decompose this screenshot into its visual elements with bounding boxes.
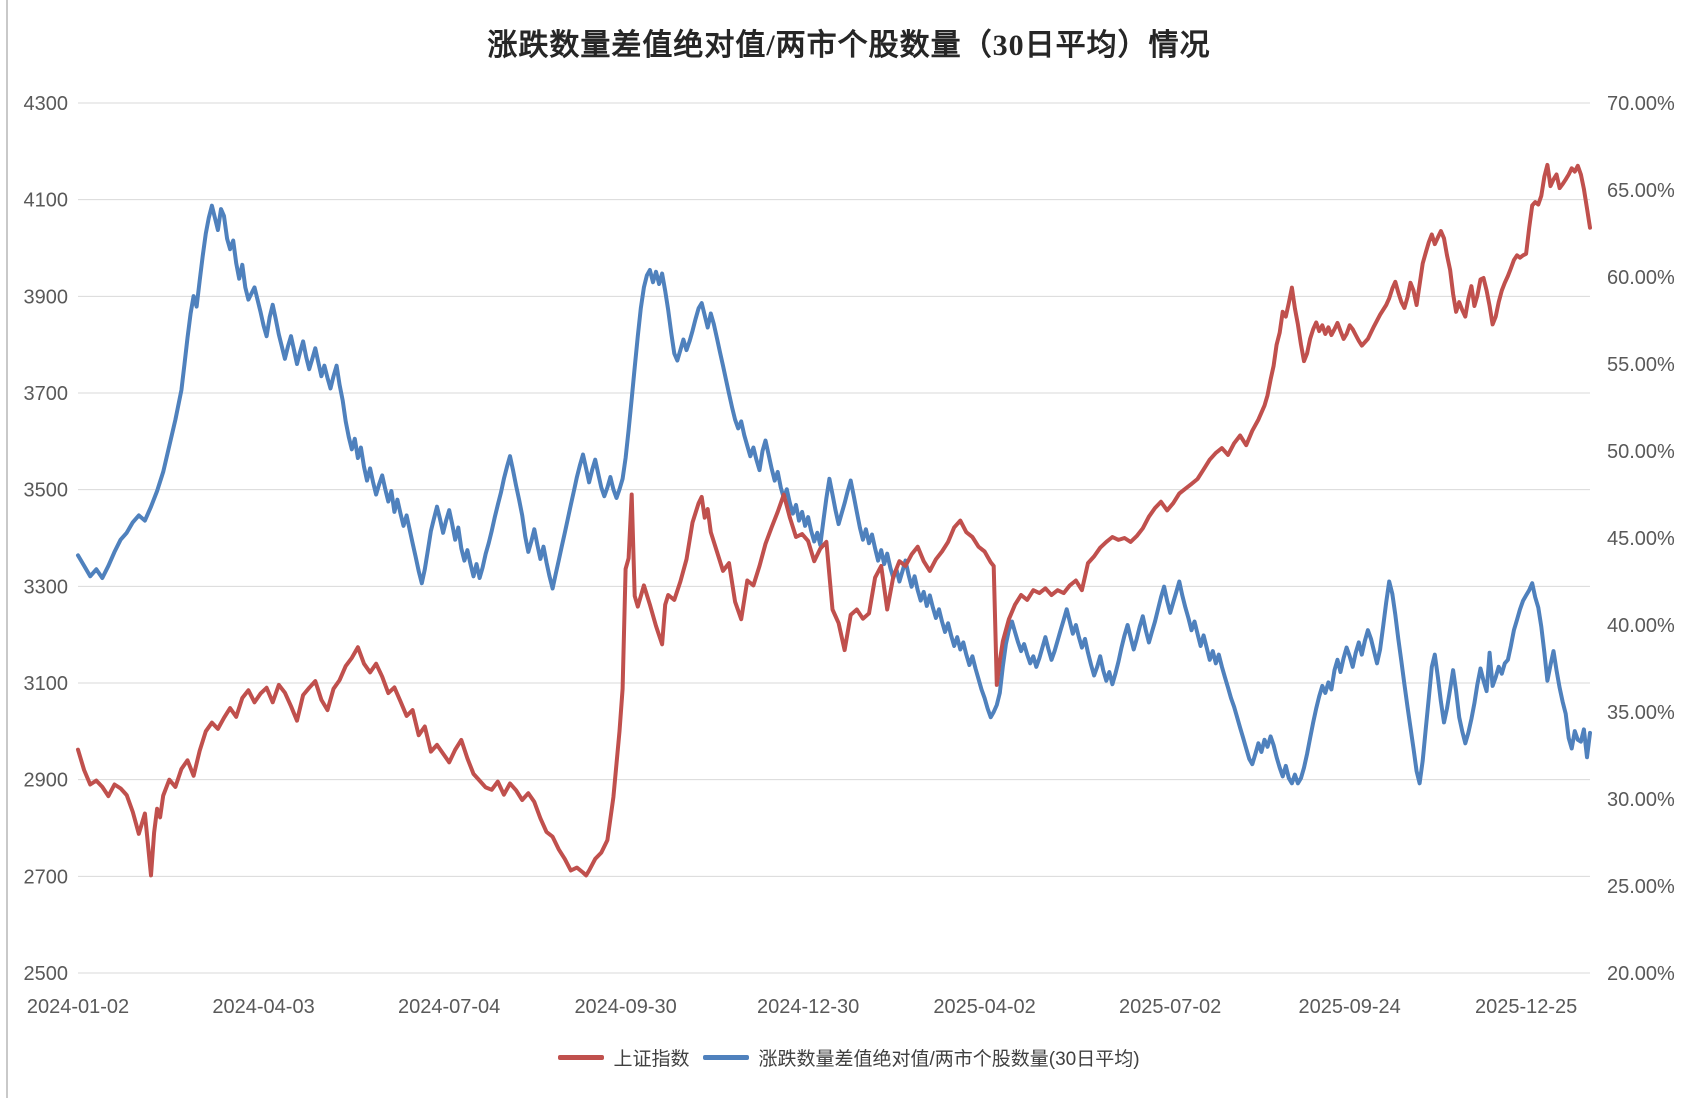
x-axis-tick-label: 2024-12-30 xyxy=(757,996,859,1018)
right-axis-labels: 70.00% 65.00% 60.00% 55.00% 50.00% 45.00% 40.0… xyxy=(1607,93,1675,985)
x-axis-tick-label: 2024-04-03 xyxy=(212,996,314,1018)
gridlines xyxy=(78,102,1590,974)
right-axis-tick-label: 25.00% xyxy=(1607,876,1675,898)
x-axis-tick-label: 2024-01-02 xyxy=(27,996,129,1018)
left-axis-tick-label: 3500 xyxy=(24,480,69,502)
left-axis-tick-label: 3900 xyxy=(24,286,69,308)
ratio-series-line xyxy=(76,203,1592,786)
left-axis-tick-label: 3700 xyxy=(24,383,69,405)
sse-legend-swatch-icon xyxy=(558,1055,605,1060)
right-axis-tick-label: 40.00% xyxy=(1607,615,1675,637)
legend-label-ratio: 涨跌数量差值绝对值/两市个股数量(30日平均) xyxy=(758,1049,1140,1070)
right-axis-tick-label: 30.00% xyxy=(1607,789,1675,811)
right-axis-tick-label: 35.00% xyxy=(1607,702,1675,724)
x-axis-labels: 2024-01-02 2024-04-03 2024-07-04 2024-09-30… xyxy=(27,996,1577,1018)
x-axis-tick-label: 2025-12-25 xyxy=(1475,996,1577,1018)
x-axis-tick-label: 2024-07-04 xyxy=(398,996,500,1018)
left-axis-tick-label: 3300 xyxy=(24,576,69,598)
chart-title: 涨跌数量差值绝对值/两市个股数量（30日平均）情况 xyxy=(487,29,1211,62)
left-axis-tick-label: 3100 xyxy=(24,673,69,695)
left-axis-tick-label: 2700 xyxy=(24,866,69,888)
left-edge-divider xyxy=(6,0,8,1098)
x-axis-tick-label: 2025-07-02 xyxy=(1119,996,1221,1018)
right-axis-tick-label: 45.00% xyxy=(1607,528,1675,550)
left-axis-tick-label: 4300 xyxy=(24,93,69,115)
right-axis-tick-label: 65.00% xyxy=(1607,180,1675,202)
sse-index-series-line xyxy=(76,162,1592,878)
right-axis-tick-label: 55.00% xyxy=(1607,354,1675,376)
right-axis-tick-label: 20.00% xyxy=(1607,963,1675,985)
left-axis-tick-label: 4100 xyxy=(24,190,69,212)
x-axis-tick-label: 2024-09-30 xyxy=(574,996,676,1018)
left-axis-labels: 4300 4100 3900 3700 3500 3300 3100 2900 2700 2500 xyxy=(24,93,69,985)
x-axis-tick-label: 2025-09-24 xyxy=(1299,996,1401,1018)
right-axis-tick-label: 70.00% xyxy=(1607,93,1675,115)
right-axis-tick-label: 60.00% xyxy=(1607,267,1675,289)
legend-label-sse: 上证指数 xyxy=(613,1049,690,1070)
legend-item-sse: 上证指数 xyxy=(558,1044,689,1071)
x-axis-tick-label: 2025-04-02 xyxy=(933,996,1035,1018)
left-axis-tick-label: 2900 xyxy=(24,770,69,792)
right-axis-tick-label: 50.00% xyxy=(1607,441,1675,463)
chart-legend: 上证指数 涨跌数量差值绝对值/两市个股数量(30日平均) xyxy=(0,1044,1698,1071)
left-axis-tick-label: 2500 xyxy=(24,963,69,985)
legend-item-ratio: 涨跌数量差值绝对值/两市个股数量(30日平均) xyxy=(703,1044,1140,1071)
ratio-legend-swatch-icon xyxy=(703,1055,750,1060)
